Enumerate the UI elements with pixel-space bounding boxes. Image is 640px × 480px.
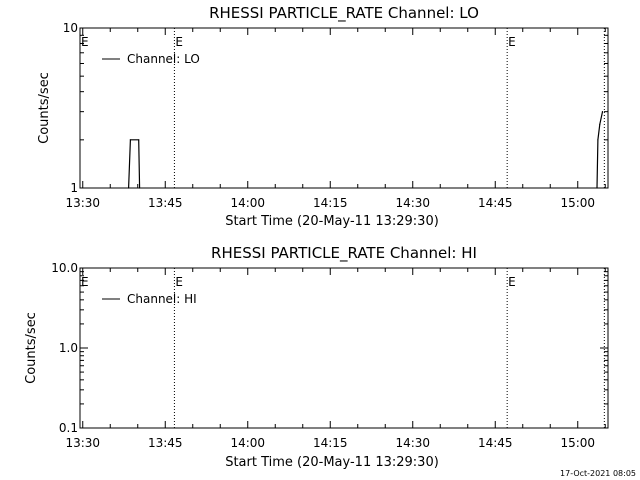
x-tick-label: 15:00 [560, 196, 595, 210]
x-axis-label: Start Time (20-May-11 13:29:30) [225, 455, 439, 470]
y-tick-label: 10 [63, 21, 78, 35]
event-marker: E [508, 35, 516, 49]
x-tick-label: 14:15 [313, 436, 348, 450]
x-tick-label: 14:00 [230, 196, 265, 210]
legend-label: Channel: HI [127, 292, 197, 306]
chart-title: RHESSI PARTICLE_RATE Channel: HI [211, 244, 477, 263]
event-marker: E [508, 275, 516, 289]
x-tick-label: 14:15 [313, 196, 348, 210]
x-tick-label: 14:45 [478, 196, 513, 210]
x-axis-label: Start Time (20-May-11 13:29:30) [225, 214, 439, 229]
chart-panel-2: RHESSI PARTICLE_RATE Channel: HI 13:30 13:… [24, 244, 609, 470]
data-point [596, 187, 598, 189]
event-marker: E [175, 35, 183, 49]
x-tick-label: 14:00 [230, 436, 265, 450]
x-tick-label: 13:30 [65, 436, 100, 450]
x-tick-label: 13:45 [148, 196, 183, 210]
y-tick-label: 1 [70, 181, 78, 195]
y-axis-label: Counts/sec [24, 312, 39, 384]
chart-panel-1: RHESSI PARTICLE_RATE Channel: LO 13:30 13:… [37, 4, 609, 229]
legend-label: Channel: LO [127, 52, 200, 66]
plot-frame [79, 27, 609, 189]
series-line [128, 111, 604, 189]
y-axis-label: Counts/sec [37, 72, 52, 144]
data-point [599, 123, 601, 125]
event-marker: E [81, 275, 89, 289]
data-point [129, 139, 132, 141]
y-tick-label: 10.0 [51, 261, 78, 275]
x-tick-label: 14:30 [395, 196, 430, 210]
y-tick-label: 1.0 [59, 341, 78, 355]
x-tick-label: 13:30 [65, 196, 100, 210]
data-point [127, 187, 130, 189]
x-tick-label: 13:45 [148, 436, 183, 450]
data-point [138, 187, 141, 189]
x-tick-label: 14:45 [478, 436, 513, 450]
y-tick-label: 0.1 [59, 421, 78, 435]
chart-title: RHESSI PARTICLE_RATE Channel: LO [209, 4, 479, 23]
data-point [597, 139, 599, 141]
data-point [601, 111, 604, 113]
footer-date: 17-Oct-2021 08:05 [560, 469, 636, 478]
event-marker: E [175, 275, 183, 289]
x-tick-label: 15:00 [560, 436, 595, 450]
data-point [138, 139, 140, 141]
x-tick-label: 14:30 [395, 436, 430, 450]
event-marker: E [81, 35, 89, 49]
